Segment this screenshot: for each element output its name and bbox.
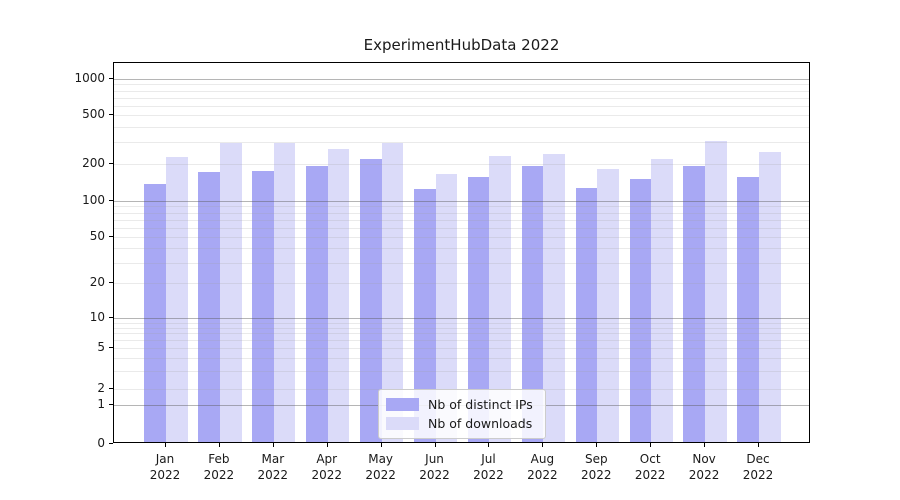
bar-distinct-ips-jun bbox=[413, 188, 436, 442]
x-tick-mark-may bbox=[380, 443, 382, 447]
minor-gridline-500 bbox=[114, 115, 809, 116]
x-tick-label-apr: Apr 2022 bbox=[311, 452, 342, 482]
bar-distinct-ips-aug bbox=[521, 165, 544, 442]
x-tick-label-jan: Jan 2022 bbox=[149, 452, 181, 482]
y-tick-label-5: 5 bbox=[97, 340, 105, 354]
bar-distinct-ips-nov bbox=[683, 166, 706, 442]
plot-area bbox=[113, 62, 810, 443]
y-tick-mark-0 bbox=[109, 443, 113, 444]
y-tick-label-2: 2 bbox=[97, 381, 105, 395]
legend: Nb of distinct IPs Nb of downloads bbox=[378, 389, 546, 439]
x-tick-label-oct: Oct 2022 bbox=[634, 452, 666, 482]
minor-gridline-400 bbox=[114, 126, 809, 128]
legend-item-distinct-ips: Nb of distinct IPs bbox=[386, 395, 537, 414]
bar-distinct-ips-dec bbox=[737, 177, 759, 442]
x-tick-mark-oct bbox=[650, 443, 652, 447]
bar-downloads-apr bbox=[327, 149, 350, 442]
y-tick-label-1: 1 bbox=[97, 397, 105, 411]
y-tick-mark-50 bbox=[109, 236, 113, 237]
major-gridline-1000 bbox=[114, 79, 809, 80]
bar-downloads-feb bbox=[219, 142, 242, 442]
x-tick-label-jul: Jul 2022 bbox=[473, 452, 504, 482]
x-tick-label-dec: Dec 2022 bbox=[742, 452, 774, 482]
bar-downloads-oct bbox=[651, 158, 673, 442]
legend-label-distinct-ips: Nb of distinct IPs bbox=[428, 397, 533, 412]
bar-downloads-may bbox=[381, 143, 404, 442]
y-tick-mark-2 bbox=[109, 388, 113, 389]
y-tick-label-10: 10 bbox=[89, 310, 105, 324]
y-tick-mark-10 bbox=[109, 317, 113, 318]
x-tick-mark-feb bbox=[218, 443, 220, 447]
x-tick-mark-dec bbox=[757, 443, 759, 447]
y-tick-mark-200 bbox=[109, 163, 113, 164]
bar-downloads-sep bbox=[597, 169, 619, 442]
x-tick-label-may: May 2022 bbox=[365, 452, 396, 482]
y-tick-label-20: 20 bbox=[89, 275, 105, 289]
y-tick-mark-1 bbox=[109, 404, 113, 405]
bar-distinct-ips-jul bbox=[467, 177, 490, 442]
x-tick-mark-jul bbox=[488, 443, 490, 447]
x-tick-label-jun: Jun 2022 bbox=[419, 452, 450, 482]
minor-gridline-600 bbox=[114, 105, 809, 107]
x-tick-mark-jun bbox=[434, 443, 436, 447]
bar-downloads-jul bbox=[489, 155, 512, 442]
y-tick-label-500: 500 bbox=[82, 107, 105, 121]
bar-downloads-jun bbox=[435, 174, 458, 442]
x-tick-mark-aug bbox=[542, 443, 544, 447]
y-tick-mark-20 bbox=[109, 282, 113, 283]
y-tick-label-0: 0 bbox=[97, 436, 105, 450]
bar-downloads-nov bbox=[705, 140, 727, 442]
y-tick-label-1000: 1000 bbox=[74, 71, 105, 85]
x-tick-mark-sep bbox=[596, 443, 598, 447]
bar-distinct-ips-mar bbox=[252, 170, 274, 442]
minor-gridline-900 bbox=[114, 84, 809, 86]
y-tick-mark-1000 bbox=[109, 78, 113, 79]
chart-title: ExperimentHubData 2022 bbox=[363, 36, 560, 54]
legend-label-downloads: Nb of downloads bbox=[428, 416, 533, 431]
bar-distinct-ips-feb bbox=[198, 172, 220, 442]
bar-distinct-ips-oct bbox=[629, 178, 652, 442]
y-tick-label-50: 50 bbox=[89, 229, 105, 243]
legend-item-downloads: Nb of downloads bbox=[386, 414, 537, 433]
x-tick-mark-jan bbox=[165, 443, 166, 447]
minor-gridline-800 bbox=[114, 90, 809, 92]
x-tick-label-nov: Nov 2022 bbox=[688, 452, 720, 482]
x-tick-mark-nov bbox=[704, 443, 706, 447]
x-tick-label-sep: Sep 2022 bbox=[580, 452, 612, 482]
bar-downloads-mar bbox=[273, 142, 296, 442]
y-tick-mark-5 bbox=[109, 347, 113, 348]
y-tick-mark-500 bbox=[109, 114, 113, 115]
bar-distinct-ips-apr bbox=[306, 165, 328, 442]
x-tick-mark-apr bbox=[326, 443, 328, 447]
bar-distinct-ips-may bbox=[360, 158, 382, 442]
x-tick-label-feb: Feb 2022 bbox=[203, 452, 235, 482]
y-tick-mark-100 bbox=[109, 200, 113, 201]
y-tick-label-200: 200 bbox=[82, 156, 105, 170]
bar-downloads-dec bbox=[758, 151, 781, 442]
x-tick-label-mar: Mar 2022 bbox=[257, 452, 289, 482]
bar-downloads-jan bbox=[166, 156, 188, 442]
legend-swatch-distinct-ips bbox=[386, 398, 419, 411]
y-tick-label-100: 100 bbox=[82, 193, 105, 207]
bar-distinct-ips-jan bbox=[144, 183, 166, 442]
minor-gridline-700 bbox=[114, 97, 809, 99]
x-tick-mark-mar bbox=[272, 443, 274, 447]
legend-swatch-downloads bbox=[386, 417, 419, 430]
bar-downloads-aug bbox=[543, 154, 565, 442]
bar-distinct-ips-sep bbox=[575, 188, 598, 442]
x-tick-label-aug: Aug 2022 bbox=[527, 452, 558, 482]
